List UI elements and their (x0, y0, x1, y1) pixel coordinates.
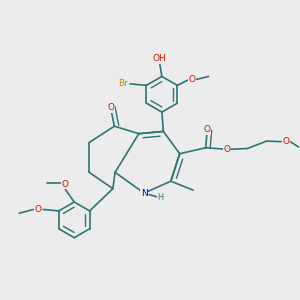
Text: O: O (62, 180, 69, 189)
Text: O: O (204, 125, 211, 134)
Text: N: N (141, 189, 147, 198)
Text: Br: Br (118, 80, 128, 88)
Text: H: H (158, 193, 164, 202)
Text: O: O (34, 205, 41, 214)
Text: O: O (223, 145, 230, 154)
Text: O: O (189, 75, 196, 84)
Text: OH: OH (153, 54, 166, 63)
Text: O: O (283, 137, 290, 146)
Text: O: O (107, 103, 114, 112)
